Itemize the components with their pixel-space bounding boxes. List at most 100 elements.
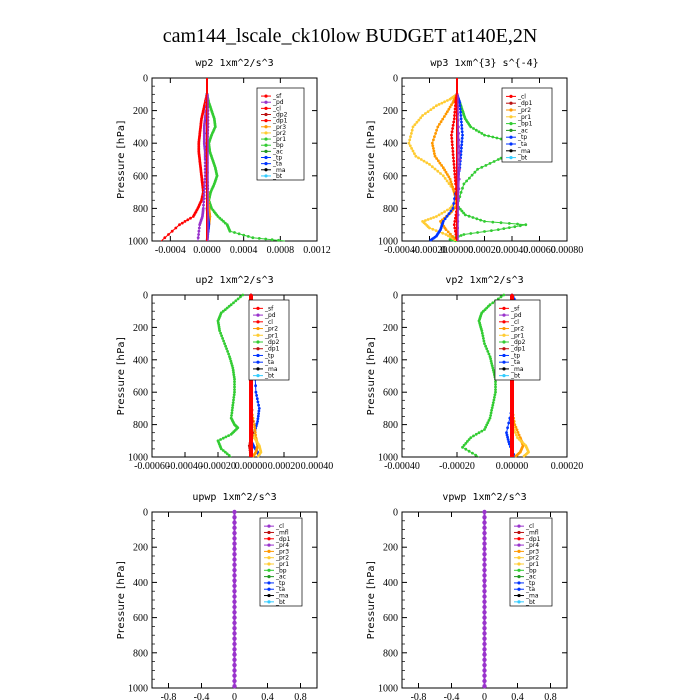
panel-1: wp2 1xm^2/s^3 Pressure [hPa] 0 200 400 600 800…: [116, 58, 331, 256]
series-point: [453, 114, 456, 117]
series-point: [232, 515, 237, 520]
series-point: [487, 352, 491, 356]
series-point: [464, 447, 468, 451]
series-point: [491, 403, 495, 407]
series-point: [482, 557, 487, 562]
legend-label: _pd: [264, 312, 276, 319]
series-point: [482, 684, 487, 689]
series-point: [433, 154, 437, 158]
series-point: [482, 599, 487, 604]
series-point: [233, 388, 236, 391]
series-point: [417, 156, 420, 160]
x-tick-label: 0.00040: [301, 461, 334, 472]
series-point: [197, 233, 201, 236]
legend-marker: [517, 543, 521, 547]
series-point: [408, 138, 412, 142]
x-tick-label: 0.00080: [551, 245, 584, 256]
y-tick-label: 600: [133, 388, 148, 399]
series-point: [444, 228, 448, 232]
y-tick-label: 200: [133, 106, 148, 117]
series-point: [452, 166, 456, 170]
y-tick-label: 200: [383, 543, 398, 554]
series-point: [446, 208, 449, 212]
series-point: [232, 562, 237, 567]
legend: _cl_mfl_dp1_pr4_pr3_pr2_pr1_bp_ac_tp_ta_…: [509, 517, 553, 607]
series-point: [451, 150, 455, 153]
series-point: [219, 331, 223, 335]
series-point: [486, 421, 490, 425]
legend-label: _dp1: [517, 100, 533, 107]
series-point: [469, 232, 473, 235]
series-point: [476, 231, 479, 234]
legend-label: _pr3: [275, 548, 289, 555]
series-point: [232, 647, 237, 652]
x-tick-label: -0.4: [444, 692, 460, 700]
series-point: [486, 350, 490, 353]
series-point: [487, 304, 490, 308]
y-tick-label: 0: [393, 291, 398, 302]
legend-marker: [517, 568, 521, 572]
series-point: [488, 416, 492, 420]
series-point: [221, 449, 225, 452]
series-point: [443, 177, 447, 180]
y-tick-label: 0: [143, 291, 148, 302]
series-point: [256, 417, 260, 421]
series-point: [232, 393, 236, 397]
legend-label: _ac: [275, 574, 286, 581]
series-point: [232, 583, 237, 589]
series-point: [448, 177, 452, 181]
series-point: [219, 438, 223, 441]
series-point: [413, 123, 417, 126]
series-point: [232, 552, 237, 557]
series-point: [439, 120, 443, 124]
legend-marker: [517, 593, 521, 598]
series-point: [438, 122, 441, 126]
x-tick-label: 0.00020: [268, 461, 301, 472]
series-point: [482, 668, 487, 673]
series-point: [516, 431, 520, 434]
series-point: [257, 403, 260, 407]
series-point: [196, 236, 200, 240]
series-point: [480, 165, 484, 169]
series-point: [236, 297, 240, 301]
series-point: [203, 187, 206, 191]
series-point: [466, 440, 469, 443]
series-point: [407, 141, 411, 145]
series-point: [453, 107, 457, 111]
series-point: [254, 390, 258, 394]
x-tick-label: 0.4: [511, 692, 524, 700]
series-point: [255, 422, 259, 425]
legend-label: _mfl: [525, 529, 539, 536]
series-point: [424, 112, 427, 115]
panel-2: wp3 1xm^{3} s^{-4} Pressure [hPa] 0 200 400 6…: [366, 58, 583, 256]
series-point: [480, 331, 484, 335]
series-point: [445, 179, 449, 183]
series-point: [424, 219, 427, 222]
series-point: [428, 226, 431, 230]
series-point: [231, 366, 235, 370]
series-point: [170, 229, 174, 233]
series-point: [223, 342, 227, 345]
series-point: [484, 425, 487, 429]
series-point: [482, 583, 487, 589]
series-point: [458, 151, 461, 155]
series-point: [440, 211, 444, 215]
series-point: [449, 180, 453, 184]
legend: _cl_mfl_dp1_pr4_pr3_pr2_pr1_bp_ac_tp_ta_…: [259, 517, 303, 607]
series-point: [257, 412, 260, 415]
legend-label: _ac: [272, 148, 283, 155]
x-tick-label: -0.00040: [167, 461, 203, 472]
series-point: [451, 123, 455, 127]
legend-marker: [264, 137, 268, 141]
y-tick-label: 400: [133, 355, 148, 366]
series-point: [413, 152, 416, 156]
series-point: [489, 414, 492, 417]
series-point: [426, 218, 430, 221]
series-point: [232, 652, 237, 657]
series-point: [522, 454, 526, 458]
series-point: [232, 684, 237, 689]
x-tick-label: -0.00040: [384, 245, 420, 256]
legend-marker: [517, 530, 521, 535]
y-tick-label: 600: [133, 613, 148, 624]
series-point: [476, 167, 479, 171]
